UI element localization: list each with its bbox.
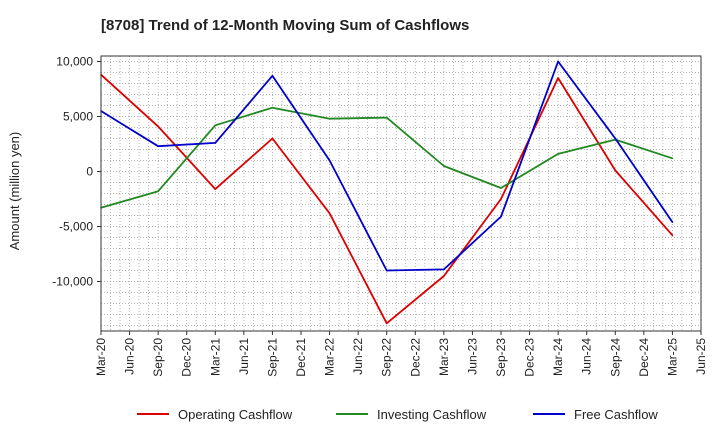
- x-tick-label: Dec-20: [180, 338, 194, 377]
- data-point: [385, 322, 388, 325]
- x-tick-label: Sep-23: [494, 338, 508, 377]
- y-tick-label: -10,000: [52, 275, 93, 289]
- x-tick-label: Mar-22: [323, 338, 337, 376]
- data-point: [271, 137, 274, 140]
- data-point: [328, 159, 331, 162]
- x-tick-label: Mar-20: [94, 338, 108, 376]
- y-tick-label: 10,000: [56, 55, 93, 69]
- x-tick-label: Jun-20: [123, 338, 137, 375]
- data-point: [671, 157, 674, 160]
- legend-label: Free Cashflow: [574, 407, 658, 422]
- data-point: [328, 117, 331, 120]
- data-point: [157, 190, 159, 193]
- data-point: [500, 215, 502, 218]
- x-tick-label: Jun-23: [465, 338, 479, 375]
- data-point: [214, 142, 217, 144]
- chart-title: [8708] Trend of 12-Month Moving Sum of C…: [101, 17, 469, 34]
- data-point: [500, 187, 502, 189]
- data-point: [271, 106, 274, 109]
- data-point: [385, 269, 388, 272]
- legend: Operating Cashflow Investing Cashflow Free…: [137, 407, 658, 422]
- y-tick-label: 0: [86, 165, 93, 179]
- series-line-0: [100, 74, 674, 325]
- x-tick-label: Sep-24: [608, 338, 622, 377]
- x-tick-label: Jun-24: [580, 338, 594, 375]
- data-point: [671, 234, 674, 237]
- y-ticks: 10,000 5,000 0 -5,000 -10,000: [52, 55, 101, 289]
- y-tick-label: 5,000: [63, 110, 93, 124]
- y-tick-label: -5,000: [59, 220, 93, 234]
- data-point: [557, 153, 559, 155]
- data-point: [443, 165, 445, 167]
- data-point: [500, 198, 502, 200]
- data-point: [214, 124, 217, 127]
- x-tick-label: Mar-24: [551, 338, 565, 376]
- data-point: [157, 125, 159, 128]
- y-axis-label: Amount (million yen): [7, 132, 22, 251]
- data-point: [385, 116, 388, 119]
- x-tick-label: Dec-24: [637, 338, 651, 377]
- x-ticks: Mar-20 Jun-20 Sep-20 Dec-20 Mar-21 Jun-21 Sep-…: [94, 331, 708, 377]
- plot-frame: [100, 55, 702, 332]
- data-point: [557, 60, 559, 63]
- data-point: [557, 77, 559, 79]
- x-tick-label: Dec-23: [523, 338, 537, 377]
- data-point: [328, 212, 331, 215]
- data-point: [214, 188, 217, 190]
- data-point: [157, 145, 159, 147]
- data-point: [614, 169, 617, 172]
- x-tick-label: Mar-21: [208, 338, 222, 376]
- grid: [100, 56, 701, 331]
- data-point: [671, 221, 674, 223]
- x-tick-label: Jun-25: [694, 338, 708, 375]
- data-point: [614, 137, 617, 140]
- data-point: [443, 268, 445, 271]
- data-point: [443, 275, 445, 277]
- x-tick-label: Sep-20: [151, 338, 165, 377]
- legend-label: Operating Cashflow: [178, 407, 293, 422]
- plot-border: [100, 55, 702, 332]
- x-tick-label: Sep-22: [380, 338, 394, 377]
- data-point: [271, 75, 274, 77]
- x-tick-label: Dec-22: [408, 338, 422, 377]
- x-tick-label: Jun-21: [237, 338, 251, 375]
- series-group: [100, 60, 674, 325]
- legend-label: Investing Cashflow: [377, 407, 487, 422]
- x-tick-label: Mar-23: [437, 338, 451, 376]
- x-tick-label: Sep-21: [265, 338, 279, 377]
- x-tick-label: Jun-22: [351, 338, 365, 375]
- x-tick-label: Dec-21: [294, 338, 308, 377]
- x-tick-label: Mar-25: [665, 338, 679, 376]
